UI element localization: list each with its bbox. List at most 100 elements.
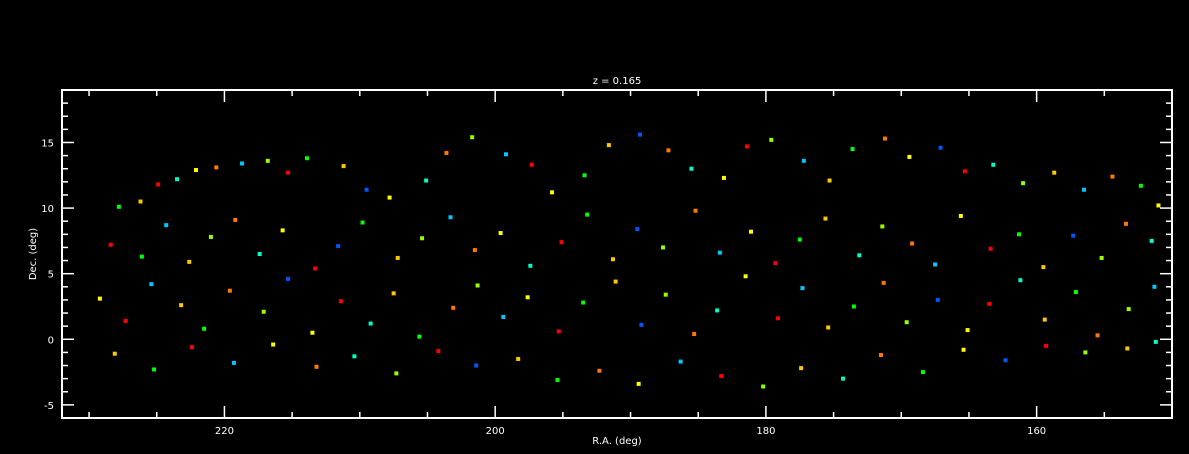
galaxy-point (776, 316, 781, 321)
galaxy-point (749, 229, 754, 234)
galaxy-point (585, 212, 590, 217)
galaxy-point (1071, 233, 1076, 238)
galaxy-point (387, 195, 392, 200)
galaxy-point (1021, 181, 1026, 186)
galaxy-point (271, 342, 276, 347)
galaxy-point (550, 190, 555, 195)
galaxy-point (189, 345, 194, 350)
galaxy-point (470, 135, 475, 140)
galaxy-point (556, 329, 561, 334)
galaxy-point (965, 328, 970, 333)
galaxy-point (717, 250, 722, 255)
galaxy-point (878, 353, 883, 358)
galaxy-point (444, 150, 449, 155)
galaxy-point (991, 162, 996, 167)
galaxy-point (529, 162, 534, 167)
galaxy-point (1082, 187, 1087, 192)
galaxy-point (310, 330, 315, 335)
galaxy-point (636, 381, 641, 386)
galaxy-point (857, 253, 862, 258)
galaxy-point (635, 227, 640, 232)
galaxy-point (123, 318, 128, 323)
galaxy-point (164, 223, 169, 228)
galaxy-point (1123, 221, 1128, 226)
galaxy-point (606, 143, 611, 148)
galaxy-point (851, 304, 856, 309)
x-tick-label: 200 (486, 426, 505, 437)
galaxy-point (1083, 350, 1088, 355)
galaxy-point (1052, 170, 1057, 175)
galaxy-point (1138, 183, 1143, 188)
galaxy-point (475, 283, 480, 288)
galaxy-point (208, 234, 213, 239)
galaxy-point (436, 349, 441, 354)
galaxy-point (265, 158, 270, 163)
galaxy-point (472, 248, 477, 253)
galaxy-point (962, 169, 967, 174)
x-axis-label: R.A. (deg) (592, 436, 642, 447)
galaxy-point (231, 360, 236, 365)
x-tick-label: 220 (215, 426, 234, 437)
galaxy-point (987, 301, 992, 306)
y-axis-label: Dec. (deg) (28, 228, 39, 280)
galaxy-point (1042, 317, 1047, 322)
galaxy-point (610, 257, 615, 262)
y-tick-label: 15 (41, 138, 54, 149)
galaxy-point (797, 237, 802, 242)
galaxy-point (961, 347, 966, 352)
galaxy-point (341, 164, 346, 169)
galaxy-point (769, 137, 774, 142)
y-tick-label: 0 (48, 335, 54, 346)
galaxy-point (715, 308, 720, 313)
galaxy-point (448, 215, 453, 220)
galaxy-point (988, 246, 993, 251)
galaxy-point (305, 156, 310, 161)
galaxy-point (314, 364, 319, 369)
galaxy-point (498, 231, 503, 236)
galaxy-point (613, 279, 618, 284)
galaxy-point (1095, 333, 1100, 338)
y-tick-label: -5 (44, 401, 54, 412)
galaxy-point (581, 300, 586, 305)
galaxy-point (743, 274, 748, 279)
chart-title: z = 0.165 (593, 76, 642, 87)
galaxy-point (149, 282, 154, 287)
galaxy-point (1044, 343, 1049, 348)
galaxy-point (693, 208, 698, 213)
galaxy-point (394, 371, 399, 376)
galaxy-point (826, 325, 831, 330)
galaxy-point (152, 367, 157, 372)
galaxy-point (368, 321, 373, 326)
galaxy-point (395, 255, 400, 260)
galaxy-point (761, 384, 766, 389)
galaxy-point (286, 276, 291, 281)
galaxy-point (1153, 339, 1158, 344)
galaxy-point (841, 376, 846, 381)
galaxy-point (910, 241, 915, 246)
galaxy-point (227, 288, 232, 293)
galaxy-point (938, 145, 943, 150)
axis-ticks: 220 200 180 160 -5 0 5 10 15 (41, 89, 1173, 437)
galaxy-point (692, 332, 697, 337)
galaxy-point (744, 144, 749, 149)
galaxy-point (474, 363, 479, 368)
galaxy-point (666, 148, 671, 153)
galaxy-point (883, 136, 888, 141)
galaxy-point (663, 292, 668, 297)
galaxy-point (904, 320, 909, 325)
galaxy-point (97, 296, 102, 301)
galaxy-point (417, 334, 422, 339)
galaxy-point (424, 178, 429, 183)
galaxy-point (1110, 174, 1115, 179)
galaxy-point (1018, 278, 1023, 283)
galaxy-point (261, 309, 266, 314)
galaxy-point (1126, 307, 1131, 312)
galaxy-point (202, 326, 207, 331)
galaxy-point (800, 286, 805, 291)
galaxy-point (721, 175, 726, 180)
galaxy-point (187, 259, 192, 264)
galaxy-point (352, 354, 357, 359)
galaxy-point (638, 132, 643, 137)
galaxy-point (214, 165, 219, 170)
